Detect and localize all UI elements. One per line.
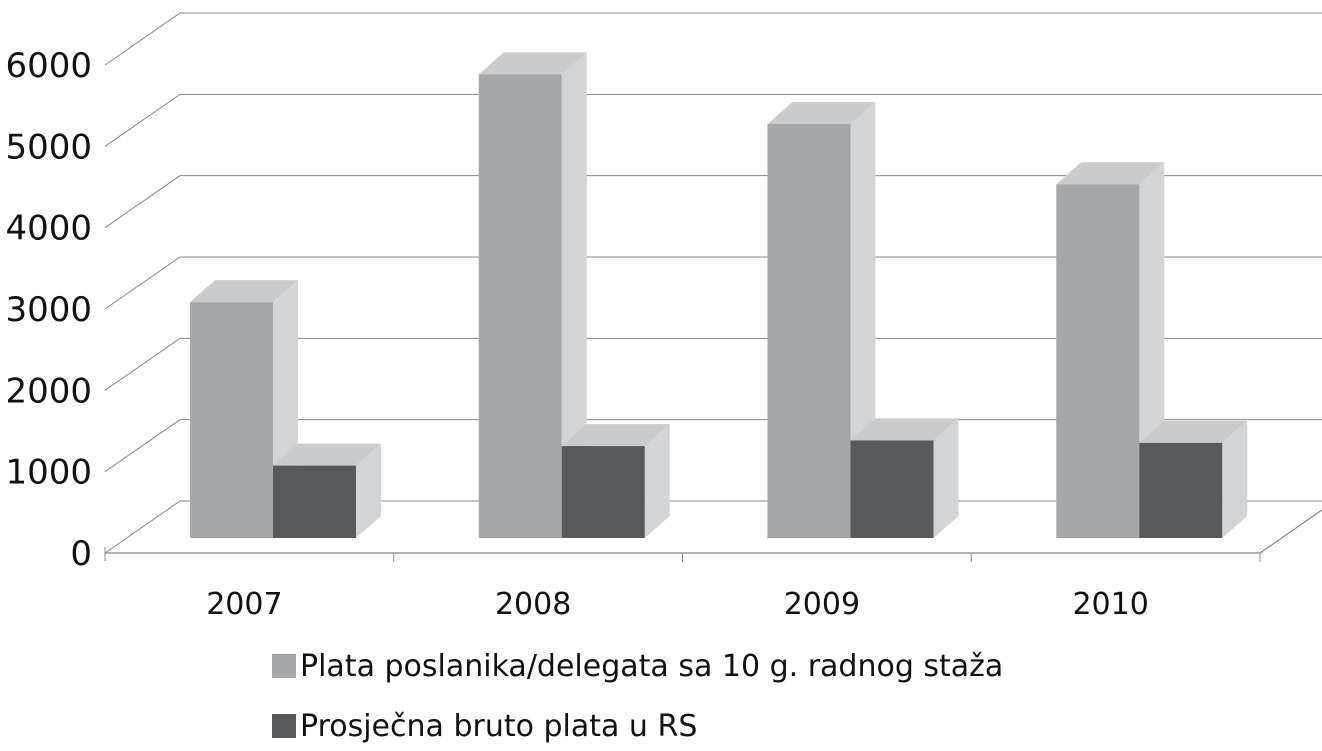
bar-top (561, 424, 670, 447)
y-tick-label: 4000 (5, 209, 92, 249)
legend-swatch (272, 714, 296, 738)
bar-top (767, 102, 876, 125)
bar-top (190, 280, 298, 303)
bar (478, 74, 562, 539)
grid-line (104, 93, 1322, 147)
y-tick-label: 2000 (5, 371, 92, 411)
bar-side (933, 418, 959, 538)
grid-line (104, 337, 1322, 391)
y-tick-label: 1000 (5, 453, 92, 493)
y-tick-label: 0 (70, 534, 92, 574)
bar (1139, 442, 1223, 538)
x-tick-label: 2009 (784, 587, 860, 622)
x-tick-label: 2008 (495, 587, 571, 622)
bar-side (1222, 420, 1248, 538)
bar (273, 465, 356, 538)
grid-line (104, 256, 1322, 310)
bar-side (561, 52, 587, 539)
grid-line (104, 175, 1322, 229)
x-tick-label: 2010 (1072, 587, 1148, 622)
bar-side (356, 443, 381, 538)
y-tick-label: 5000 (5, 127, 92, 167)
bar (767, 124, 851, 538)
bar-side (644, 424, 670, 538)
y-tick-label: 3000 (5, 290, 92, 330)
bar (190, 302, 273, 538)
bar-top (273, 443, 381, 466)
x-tick-label: 2007 (206, 587, 282, 622)
bar-top (1139, 420, 1248, 443)
legend-swatch (272, 654, 296, 678)
bar (850, 440, 934, 538)
bar-top (478, 52, 587, 75)
grid-line (104, 12, 1322, 66)
y-tick-label: 6000 (5, 46, 92, 86)
bar-top (850, 418, 959, 441)
legend-label: Prosječna bruto plata u RS (300, 709, 697, 744)
bar (561, 446, 645, 538)
legend-label: Plata poslanika/delegata sa 10 g. radnog… (300, 649, 1003, 684)
bar-top (1056, 162, 1165, 185)
bar (1056, 184, 1140, 538)
